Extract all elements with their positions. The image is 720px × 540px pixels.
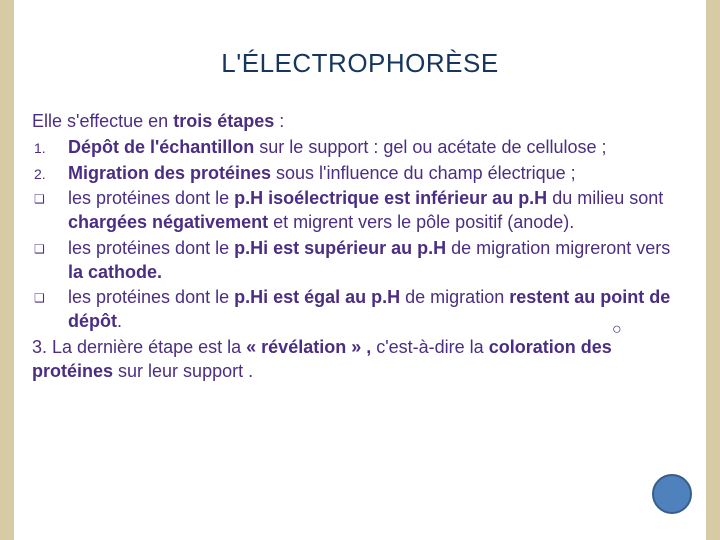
last-line: 3. La dernière étape est la « révélation…	[32, 336, 680, 384]
left-stripe	[0, 0, 14, 540]
list-item: ○Elle s'effectue en trois étapes :	[32, 110, 680, 134]
list-item-text: Migration des protéines sous l'influence…	[68, 162, 680, 186]
bullet-marker: ○	[612, 317, 652, 357]
list-item-text: les protéines dont le p.H isoélectrique …	[68, 187, 680, 235]
bullet-marker: ❑	[32, 286, 68, 307]
bullet-marker: ❑	[32, 187, 68, 208]
list-item-text: Dépôt de l'échantillon sur le support : …	[68, 136, 680, 160]
plain-text: :	[274, 111, 284, 131]
slide: L'ÉLECTROPHORÈSE ○Elle s'effectue en tro…	[0, 0, 720, 540]
list-item: 2.Migration des protéines sous l'influen…	[32, 162, 680, 186]
bullet-marker: 2.	[32, 162, 68, 183]
bold-text: la cathode.	[68, 262, 162, 282]
bold-text: p.Hi est supérieur au p.H	[234, 238, 446, 258]
plain-text: 3. La dernière étape est la	[32, 337, 246, 357]
right-stripe	[706, 0, 720, 540]
plain-text: et migrent vers le pôle positif (anode).	[268, 212, 574, 232]
plain-text: sous l'influence du champ électrique ;	[271, 163, 576, 183]
plain-text: .	[117, 311, 122, 331]
bold-text: Dépôt de l'échantillon	[68, 137, 254, 157]
plain-text: Elle s'effectue en	[32, 111, 173, 131]
plain-text: les protéines dont le	[68, 287, 234, 307]
slide-content: ○Elle s'effectue en trois étapes :1.Dépô…	[32, 110, 680, 383]
plain-text: du milieu sont	[547, 188, 663, 208]
list-item: ❑les protéines dont le p.H isoélectrique…	[32, 187, 680, 235]
plain-text: sur leur support .	[113, 361, 253, 381]
slide-title: L'ÉLECTROPHORÈSE	[0, 0, 720, 79]
bullet-marker: 1.	[32, 136, 68, 157]
plain-text: les protéines dont le	[68, 188, 234, 208]
bold-text: p.H isoélectrique est inférieur au p.H	[234, 188, 547, 208]
bold-text: chargées négativement	[68, 212, 268, 232]
bold-text: « révélation » ,	[246, 337, 371, 357]
plain-text: c'est-à-dire la	[371, 337, 488, 357]
bold-text: Migration des protéines	[68, 163, 271, 183]
plain-text: de migration	[400, 287, 509, 307]
list-item-text: les protéines dont le p.Hi est supérieur…	[68, 237, 680, 285]
plain-text: les protéines dont le	[68, 238, 234, 258]
list-item-text: les protéines dont le p.Hi est égal au p…	[68, 286, 680, 334]
bullet-marker: ❑	[32, 237, 68, 258]
list-item: ❑ les protéines dont le p.Hi est égal au…	[32, 286, 680, 334]
bold-text: trois étapes	[173, 111, 274, 131]
list-item: 1.Dépôt de l'échantillon sur le support …	[32, 136, 680, 160]
bold-text: p.Hi est égal au p.H	[234, 287, 400, 307]
title-lead: L'	[221, 48, 241, 78]
plain-text: de migration migreront vers	[446, 238, 670, 258]
plain-text: sur le support : gel ou acétate de cellu…	[254, 137, 606, 157]
list-item-text: Elle s'effectue en trois étapes :	[32, 110, 680, 134]
decorative-circle-icon	[652, 474, 692, 514]
title-rest: ÉLECTROPHORÈSE	[242, 48, 499, 78]
list-item: ❑ les protéines dont le p.Hi est supérie…	[32, 237, 680, 285]
